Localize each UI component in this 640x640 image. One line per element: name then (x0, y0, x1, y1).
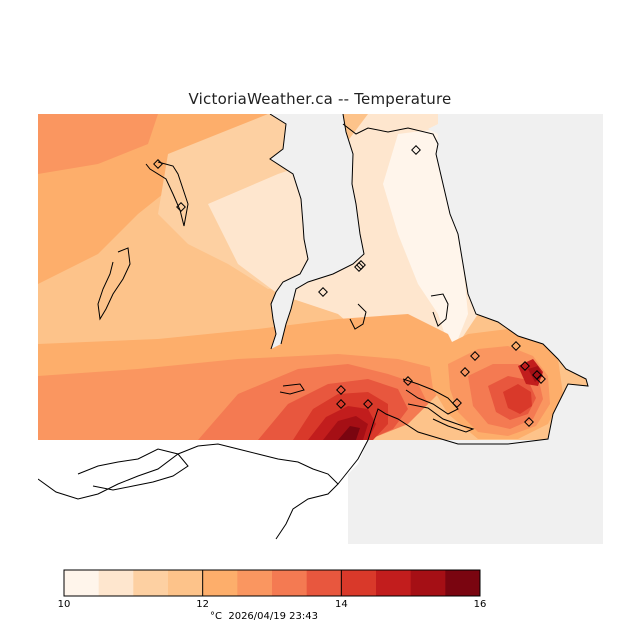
station-marker[interactable] (176, 202, 186, 212)
no-data-region-south (38, 440, 368, 544)
station-marker[interactable] (403, 376, 413, 386)
station-marker[interactable] (336, 399, 346, 409)
temperature-map (38, 114, 603, 544)
legend-tick-label: 10 (58, 599, 71, 610)
station-marker[interactable] (520, 361, 530, 371)
station-marker[interactable] (363, 399, 373, 409)
color-legend: 10 12 14 16 (58, 569, 487, 610)
station-marker[interactable] (336, 385, 346, 395)
station-marker[interactable] (460, 367, 470, 377)
legend-swatches (64, 570, 481, 596)
station-marker[interactable] (354, 262, 364, 272)
legend-tick-label: 14 (335, 599, 348, 610)
haro-strait-water (368, 114, 603, 544)
station-marker[interactable] (153, 159, 163, 169)
station-marker[interactable] (470, 351, 480, 361)
station-marker[interactable] (452, 398, 462, 408)
station-marker[interactable] (411, 145, 421, 155)
legend-tick-label: 16 (474, 599, 487, 610)
legend-swatch (133, 570, 169, 596)
station-marker[interactable] (511, 341, 521, 351)
station-marker[interactable] (536, 374, 546, 384)
station-marker[interactable] (318, 287, 328, 297)
coastline (38, 114, 589, 540)
saanich-inlet-water (270, 114, 364, 349)
legend-swatch (341, 570, 377, 596)
legend-tick-label: 12 (196, 599, 209, 610)
legend-ticks: 10 12 14 16 (58, 570, 487, 610)
station-marker[interactable] (524, 417, 534, 427)
legend-swatch (272, 570, 308, 596)
legend-swatch (445, 570, 481, 596)
unit-label: °C (210, 611, 222, 622)
legend-swatch (168, 570, 204, 596)
map-title: VictoriaWeather.ca -- Temperature (188, 90, 452, 108)
timestamp-label: 2026/04/19 23:43 (228, 611, 318, 622)
legend-swatch (306, 570, 342, 596)
legend-swatch (376, 570, 412, 596)
legend-swatch (64, 570, 100, 596)
station-markers (153, 145, 546, 427)
legend-footer: °C 2026/04/19 23:43 (210, 611, 318, 622)
legend-swatch (237, 570, 273, 596)
legend-swatch (98, 570, 134, 596)
legend-swatch (410, 570, 446, 596)
legend-swatch (202, 570, 238, 596)
